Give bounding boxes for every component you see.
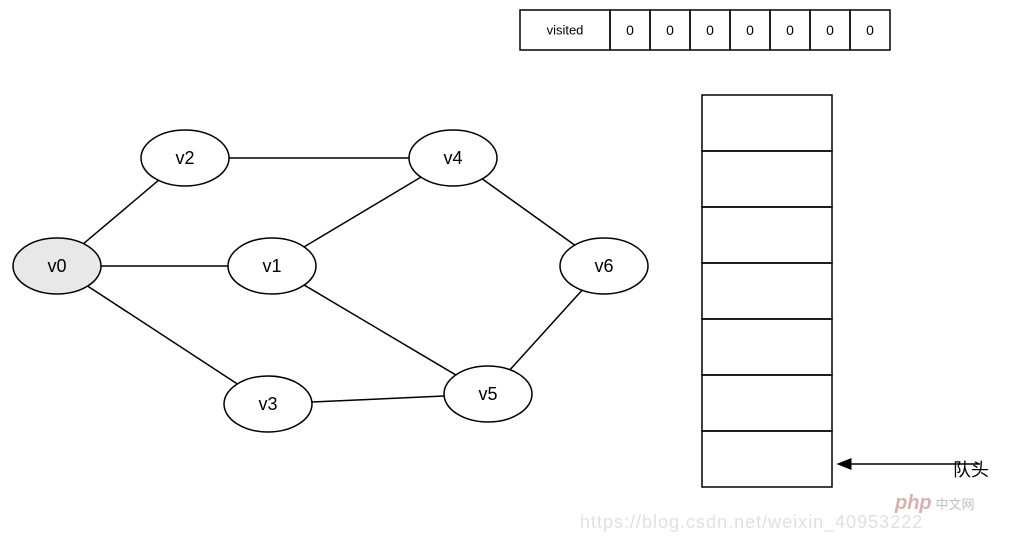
graph-node-label-v4: v4 bbox=[443, 148, 462, 168]
graph-edge bbox=[304, 285, 456, 375]
graph-node-label-v2: v2 bbox=[175, 148, 194, 168]
graph-edge bbox=[510, 290, 582, 369]
watermark-text: https://blog.csdn.net/weixin_40953222 bbox=[580, 512, 923, 533]
graph-edge bbox=[83, 180, 158, 243]
visited-cell-value: 0 bbox=[866, 22, 874, 38]
visited-cell-value: 0 bbox=[666, 22, 674, 38]
visited-cell-value: 0 bbox=[706, 22, 714, 38]
graph-node-label-v6: v6 bbox=[594, 256, 613, 276]
queue-cell bbox=[702, 319, 832, 375]
logo-watermark: php 中文网 bbox=[895, 492, 975, 515]
graph-edge bbox=[88, 286, 238, 384]
visited-cell-value: 0 bbox=[826, 22, 834, 38]
graph-node-label-v3: v3 bbox=[258, 394, 277, 414]
graph-node-label-v5: v5 bbox=[478, 384, 497, 404]
graph-edge bbox=[312, 396, 444, 402]
queue-cell bbox=[702, 207, 832, 263]
queue-cell bbox=[702, 95, 832, 151]
graph-edge bbox=[482, 179, 575, 245]
visited-header-label: visited bbox=[547, 23, 584, 38]
queue-cell bbox=[702, 151, 832, 207]
graph-node-label-v1: v1 bbox=[262, 256, 281, 276]
visited-cell-value: 0 bbox=[746, 22, 754, 38]
graph-node-label-v0: v0 bbox=[47, 256, 66, 276]
queue-cell bbox=[702, 375, 832, 431]
queue-head-label: 队头 bbox=[953, 460, 989, 480]
queue-cell bbox=[702, 431, 832, 487]
visited-cell-value: 0 bbox=[626, 22, 634, 38]
visited-cell-value: 0 bbox=[786, 22, 794, 38]
queue-cell bbox=[702, 263, 832, 319]
diagram-canvas: v0 v1 v2 v3 v4 v5 v6 visited 0 0 0 0 0 0 0 队头 bbox=[0, 0, 1012, 537]
graph-edge bbox=[304, 177, 421, 247]
